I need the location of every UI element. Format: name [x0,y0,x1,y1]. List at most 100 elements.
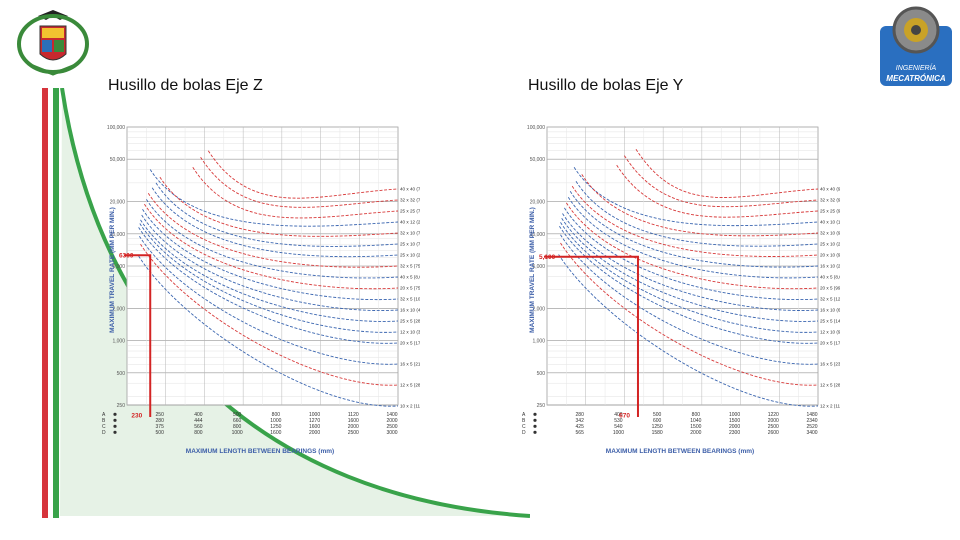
series-curve [139,223,399,333]
series-label: 12 x 5 (28,374) [820,383,840,388]
series-curve [139,235,399,365]
series-label: 12 x 5 (28,174) [400,383,420,388]
series-curve [560,234,819,365]
row-value: 800 [692,412,701,418]
series-label: 10 x 2 (11,066) [400,404,420,409]
series-curve [138,255,399,407]
series-curve [616,164,819,218]
row-value: 1270 [309,418,320,424]
y-tick-label: 100,000 [527,125,545,131]
series-curve [144,203,399,290]
series-label: 25 x 25 (99,040) [820,209,840,214]
series-curve [566,202,819,290]
row-value: 500 [653,412,662,418]
series-label: 20 x 5 (17,040) [400,341,420,346]
row-value: 1250 [270,424,281,430]
logo-text-ingenieria: INGENIERÍA [896,63,937,72]
series-curve [564,207,819,300]
row-value: 660 [233,418,242,424]
series-curve [573,167,819,227]
row-value: 1580 [652,430,663,436]
row-value: 280 [576,412,585,418]
series-curve [146,199,399,279]
decor-stripe-red [42,88,48,518]
y-tick-label: 1,000 [532,339,545,345]
row-marker [113,418,117,422]
row-value: 2000 [348,424,359,430]
row-value: 3000 [386,430,397,436]
y-tick-label: 10,000 [530,232,546,238]
y-tick-label: 500 [537,371,546,377]
y-tick-label: 20,000 [530,200,546,206]
chart-eje-z: 100,000 50,000 20,000 10,000 5,000 2,000 1,000… [102,125,420,455]
x-axis-title: MAXIMUM LENGTH BETWEEN BEARINGS (mm) [606,448,754,455]
y-tick-label: 50,000 [530,157,546,163]
marker-line [124,254,152,417]
y-axis-title: MAXIMUM TRAVEL RATE (MM PER MIN.) [529,207,536,333]
series-label: 25 x 10 (21,080) [820,242,840,247]
row-value: 2000 [386,418,397,424]
marker-y-label: 5,100 [539,254,556,261]
marker-line [544,255,639,417]
series-curve [560,222,819,333]
series-label: 32 x 5 (75,040) [400,264,420,269]
row-letter: A [102,412,106,418]
series-label: 25 x 25 (75,040) [400,209,420,214]
series-curve [200,157,399,208]
chart-eje-y: 100,000 50,000 20,000 10,000 5,000 2,000 1,000… [522,125,840,455]
series-label: 20 x 5 (99,040) [820,286,840,291]
series-curve [140,243,399,386]
row-value: 1000 [232,430,243,436]
series-label: 12 x 2 (11,066) [820,404,840,409]
row-letter: D [102,430,106,436]
series-curve [581,174,819,237]
title-eje-z: Husillo de bolas Eje Z [108,77,263,94]
series-curve [142,208,399,301]
row-value: 500 [233,412,242,418]
row-marker [533,412,537,416]
row-value: 375 [156,424,165,430]
y-tick-label: 5,000 [112,264,125,270]
series-label: 12 x 10 (99,150) [820,330,840,335]
row-letter: B [522,418,526,424]
row-value: 250 [156,412,165,418]
row-value: 2000 [768,418,779,424]
series-label: 40 x 40 (75,040) [400,187,420,192]
series-curve [207,150,399,199]
series-curve [155,182,399,247]
row-value: 1500 [690,424,701,430]
y-tick-label: 1,000 [112,339,125,345]
row-value: 2500 [386,424,397,430]
series-label: 32 x 10 (75,040) [400,231,420,236]
row-value: 3400 [806,430,817,436]
title-eje-y: Husillo de bolas Eje Y [528,77,684,94]
logo-text-mecatronica: MECATRÓNICA [886,74,946,83]
row-value: 1400 [386,412,397,418]
y-axis-title: MAXIMUM TRAVEL RATE (MM PER MIN.) [109,207,116,333]
x-axis-title: MAXIMUM LENGTH BETWEEN BEARINGS (mm) [186,448,334,455]
row-value: 2000 [690,430,701,436]
series-curve [561,217,819,322]
series-curve [562,213,819,311]
y-tick-label: 20,000 [110,200,126,206]
series-label: 32 x 10 (99,040) [820,231,840,236]
series-curve [624,155,819,208]
row-value: 2000 [309,430,320,436]
row-value: 444 [194,418,203,424]
row-value: 1600 [270,430,281,436]
series-curve [559,225,819,344]
row-letter: C [522,424,526,430]
series-curve [149,169,399,227]
row-value: 2500 [348,430,359,436]
ingenieria-mecatronica-logo: INGENIERÍA MECATRÓNICA [880,6,952,86]
series-label: 40 x 5 (8,040) [820,275,840,280]
series-label: 32 x 5 (10,044) [400,297,420,302]
row-value: 2500 [768,424,779,430]
row-value: 560 [194,424,203,430]
y-tick-label: 50,000 [110,157,126,163]
series-label: 20 x 5 (17,840) [820,341,840,346]
row-value: 2000 [729,424,740,430]
row-value: 1220 [768,412,779,418]
y-tick-label: 2,000 [112,307,125,313]
series-label: 12 x 10 (35,040) [400,330,420,335]
